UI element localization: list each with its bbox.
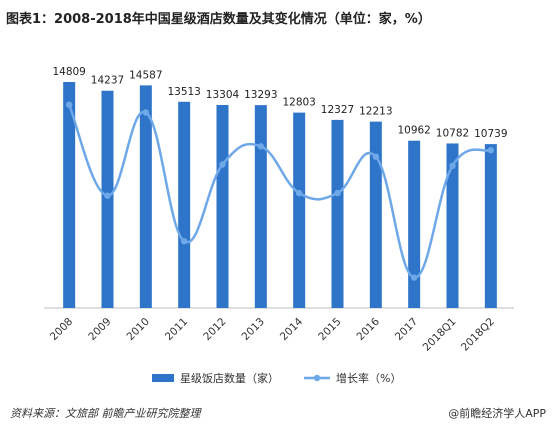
x-tick-label: 2018Q1 [421, 316, 459, 354]
bar-2012 [216, 104, 229, 308]
x-tick-label: 2013 [240, 316, 267, 343]
bar-2016 [369, 121, 382, 309]
bar-2017 [408, 140, 421, 308]
bar-value-label: 12213 [359, 106, 392, 118]
growth-rate-point-2015 [334, 189, 341, 197]
bar-2010 [139, 85, 152, 308]
x-tick-label: 2014 [278, 315, 306, 343]
bar-2013 [254, 105, 267, 309]
bar-2011 [178, 101, 191, 308]
growth-rate-point-2008 [65, 101, 73, 108]
bar-2009 [101, 90, 114, 309]
chart: 14809 2008 14237 2009 14587 2010 13513 2011 1330… [44, 66, 514, 385]
chart-title: 图表1：2008-2018年中国星级酒店数量及其变化情况（单位：家，%） [6, 12, 431, 27]
growth-rate-point-2009 [104, 192, 111, 199]
growth-rate-point-2018Q1 [449, 162, 456, 169]
bar-value-label: 14587 [129, 69, 162, 81]
bar-2015 [331, 119, 344, 308]
x-tick-label: 2010 [125, 316, 152, 343]
bar-value-label: 13513 [167, 86, 200, 98]
growth-rate-point-2014 [295, 189, 303, 197]
x-tick-label: 2009 [86, 316, 113, 343]
legend-line-marker [313, 374, 321, 382]
x-tick-label: 2018Q2 [459, 316, 497, 354]
bar-value-label: 12803 [282, 97, 315, 109]
legend-bar-swatch [152, 374, 174, 382]
growth-rate-point-2013 [257, 143, 265, 150]
bar-value-label: 14237 [91, 75, 124, 87]
bar-value-label: 12327 [321, 104, 354, 116]
bar-value-label: 14809 [52, 66, 85, 78]
bar-2018Q1 [446, 143, 459, 308]
footer: 资料来源：文旅部 前瞻产业研究院整理 @前瞻经济学人APP [10, 405, 546, 421]
growth-rate-point-2011 [180, 238, 188, 245]
x-tick-label: 2015 [316, 316, 343, 343]
bar-2018Q2 [484, 144, 497, 308]
bar-2014 [293, 112, 306, 308]
growth-rate-point-2017 [410, 274, 418, 281]
x-tick-label: 2012 [201, 316, 228, 343]
source-note: 资料来源：文旅部 前瞻产业研究院整理 [10, 407, 201, 420]
legend-bar-label: 星级饭店数量（家） [180, 371, 279, 385]
x-tick-label: 2011 [163, 316, 190, 343]
bar-value-label: 13304 [206, 89, 240, 101]
brand-credit: @前瞻经济学人APP [448, 407, 546, 420]
bar-value-label: 13293 [244, 89, 277, 101]
growth-rate-point-2012 [219, 161, 226, 168]
growth-rate-point-2016 [372, 153, 380, 160]
bar-value-label: 10962 [397, 125, 430, 137]
x-tick-label: 2008 [48, 316, 75, 343]
x-tick-label: 2016 [355, 315, 383, 343]
legend-line-label: 增长率（%） [336, 371, 401, 385]
bar-2008 [63, 82, 76, 308]
bar-value-label: 10782 [436, 127, 469, 139]
bar-value-label: 10739 [474, 128, 507, 140]
growth-rate-point-2018Q2 [487, 147, 495, 154]
x-tick-label: 2017 [393, 316, 420, 343]
growth-rate-point-2010 [142, 109, 150, 116]
